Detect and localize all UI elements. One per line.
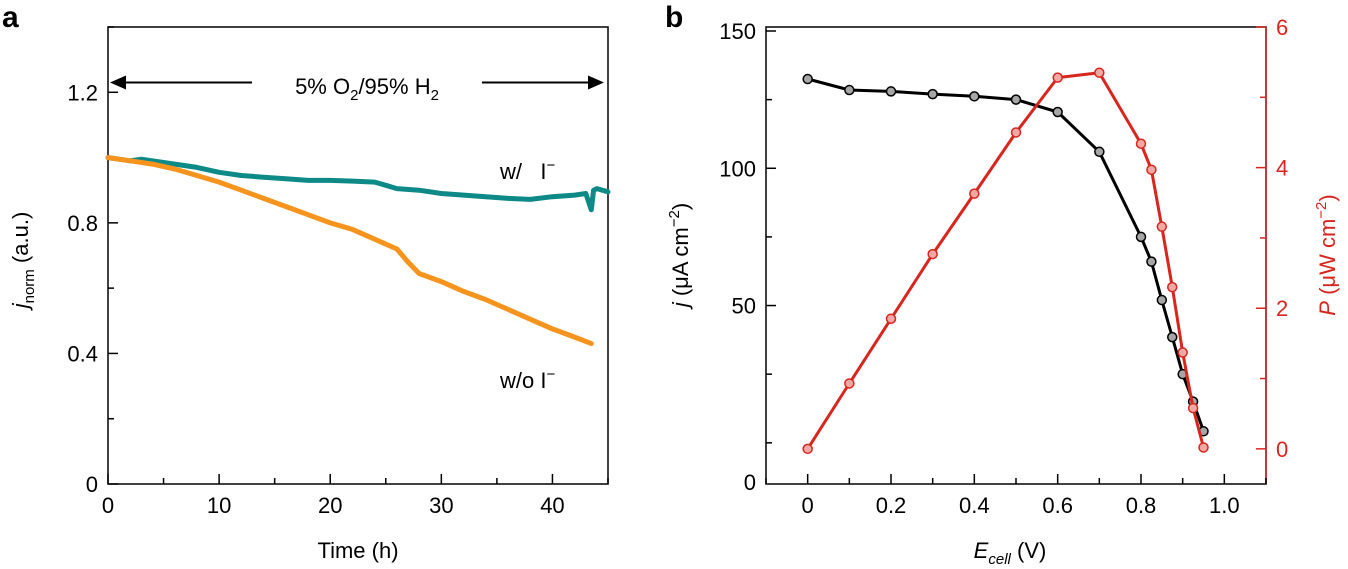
power-density-point xyxy=(802,443,813,455)
y-tick-label: 1.2 xyxy=(67,80,98,105)
power-density-point xyxy=(1135,138,1147,149)
right-y-tick-label: 6 xyxy=(1276,15,1288,40)
power-density-point xyxy=(885,313,897,325)
power-density-point xyxy=(1167,281,1178,293)
series-label-without-iodide: w/o I− xyxy=(499,366,555,393)
arrowhead-left xyxy=(110,75,126,90)
x-tick-label: 0.8 xyxy=(1126,493,1157,518)
power-density-point xyxy=(1010,127,1022,138)
x-tick-label: 0.4 xyxy=(959,493,990,518)
power-density-point xyxy=(1177,347,1188,358)
y-tick-label: 0.8 xyxy=(67,211,98,236)
annotation-gas-label: 5% O2/95% H2 xyxy=(295,74,439,104)
panel-b-letter: b xyxy=(665,1,683,34)
panel-a-plot-frame xyxy=(107,26,609,485)
power-density-point xyxy=(1156,221,1168,232)
panel-b-x-axis-title: Ecell (V) xyxy=(974,538,1047,568)
y-tick-label: 0 xyxy=(86,472,98,497)
power-density-point xyxy=(1198,442,1209,453)
current-density-point xyxy=(1052,106,1063,118)
current-density-point xyxy=(1010,94,1022,105)
x-tick-label: 40 xyxy=(540,493,564,518)
panel-b-right-y-axis-title: P (μW cm−2) xyxy=(1313,194,1340,315)
series-line-current-density xyxy=(807,77,1205,432)
panel-a-chart: 0 10 20 30 40 0 0.4 0.8 1.2 5% O2/95% H2 w/ I− w… xyxy=(8,26,611,563)
power-density-point xyxy=(969,188,980,199)
x-tick-label: 30 xyxy=(429,493,453,518)
panel-a-letter: a xyxy=(2,1,19,34)
left-y-tick-label: 100 xyxy=(719,156,756,181)
power-density-point xyxy=(1187,402,1199,414)
arrowhead-right xyxy=(588,75,604,90)
series-label-with-iodide: w/ I− xyxy=(499,157,555,184)
x-tick-label: 10 xyxy=(207,493,231,518)
panel-a-annotation: 5% O2/95% H2 xyxy=(110,74,604,104)
series-line-with-iodide xyxy=(105,155,611,213)
panel-a-series xyxy=(105,155,611,347)
current-density-point xyxy=(1167,331,1178,343)
current-density-point xyxy=(1135,231,1147,243)
x-tick-label: 0.6 xyxy=(1042,493,1073,518)
x-tick-label: 0 xyxy=(102,493,114,518)
right-y-tick-label: 2 xyxy=(1276,296,1288,321)
series-line-power-density xyxy=(806,71,1205,450)
x-tick-label: 20 xyxy=(318,493,342,518)
current-density-point xyxy=(885,86,897,97)
left-y-tick-label: 0 xyxy=(744,470,756,495)
panel-a-x-axis-title: Time (h) xyxy=(317,538,398,563)
power-density-point xyxy=(844,378,855,389)
left-y-tick-label: 150 xyxy=(719,19,756,44)
current-density-point xyxy=(927,88,938,100)
current-density-point xyxy=(1146,256,1157,267)
power-density-point xyxy=(927,248,938,260)
current-density-point xyxy=(1156,294,1168,306)
x-tick-label: 1.0 xyxy=(1209,493,1240,518)
current-density-point xyxy=(802,73,813,85)
right-y-tick-label: 4 xyxy=(1276,156,1288,181)
power-density-point xyxy=(1094,67,1105,78)
right-y-tick-label: 0 xyxy=(1276,437,1288,462)
panel-b-series xyxy=(802,67,1209,455)
panel-a-y-axis-title: jnorm (a.u.) xyxy=(8,212,38,312)
y-tick-label: 0.4 xyxy=(67,341,98,366)
x-tick-label: 0.2 xyxy=(876,493,907,518)
current-density-point xyxy=(844,84,855,96)
series-line-without-iodide xyxy=(105,155,594,347)
panel-b-ticks: 0 0.2 0.4 0.6 0.8 1.0 0 50 100 150 0 2 4 6 xyxy=(719,15,1288,518)
panel-a-ticks: 0 10 20 30 40 0 0.4 0.8 1.2 xyxy=(67,26,609,518)
current-density-point xyxy=(1094,146,1105,158)
x-tick-label: 0 xyxy=(802,493,814,518)
current-density-point xyxy=(969,91,980,102)
power-density-point xyxy=(1052,72,1063,83)
left-y-tick-label: 50 xyxy=(732,294,756,319)
panel-b-left-y-axis-title: j (μA cm−2) xyxy=(666,203,693,310)
power-density-point xyxy=(1146,164,1157,175)
